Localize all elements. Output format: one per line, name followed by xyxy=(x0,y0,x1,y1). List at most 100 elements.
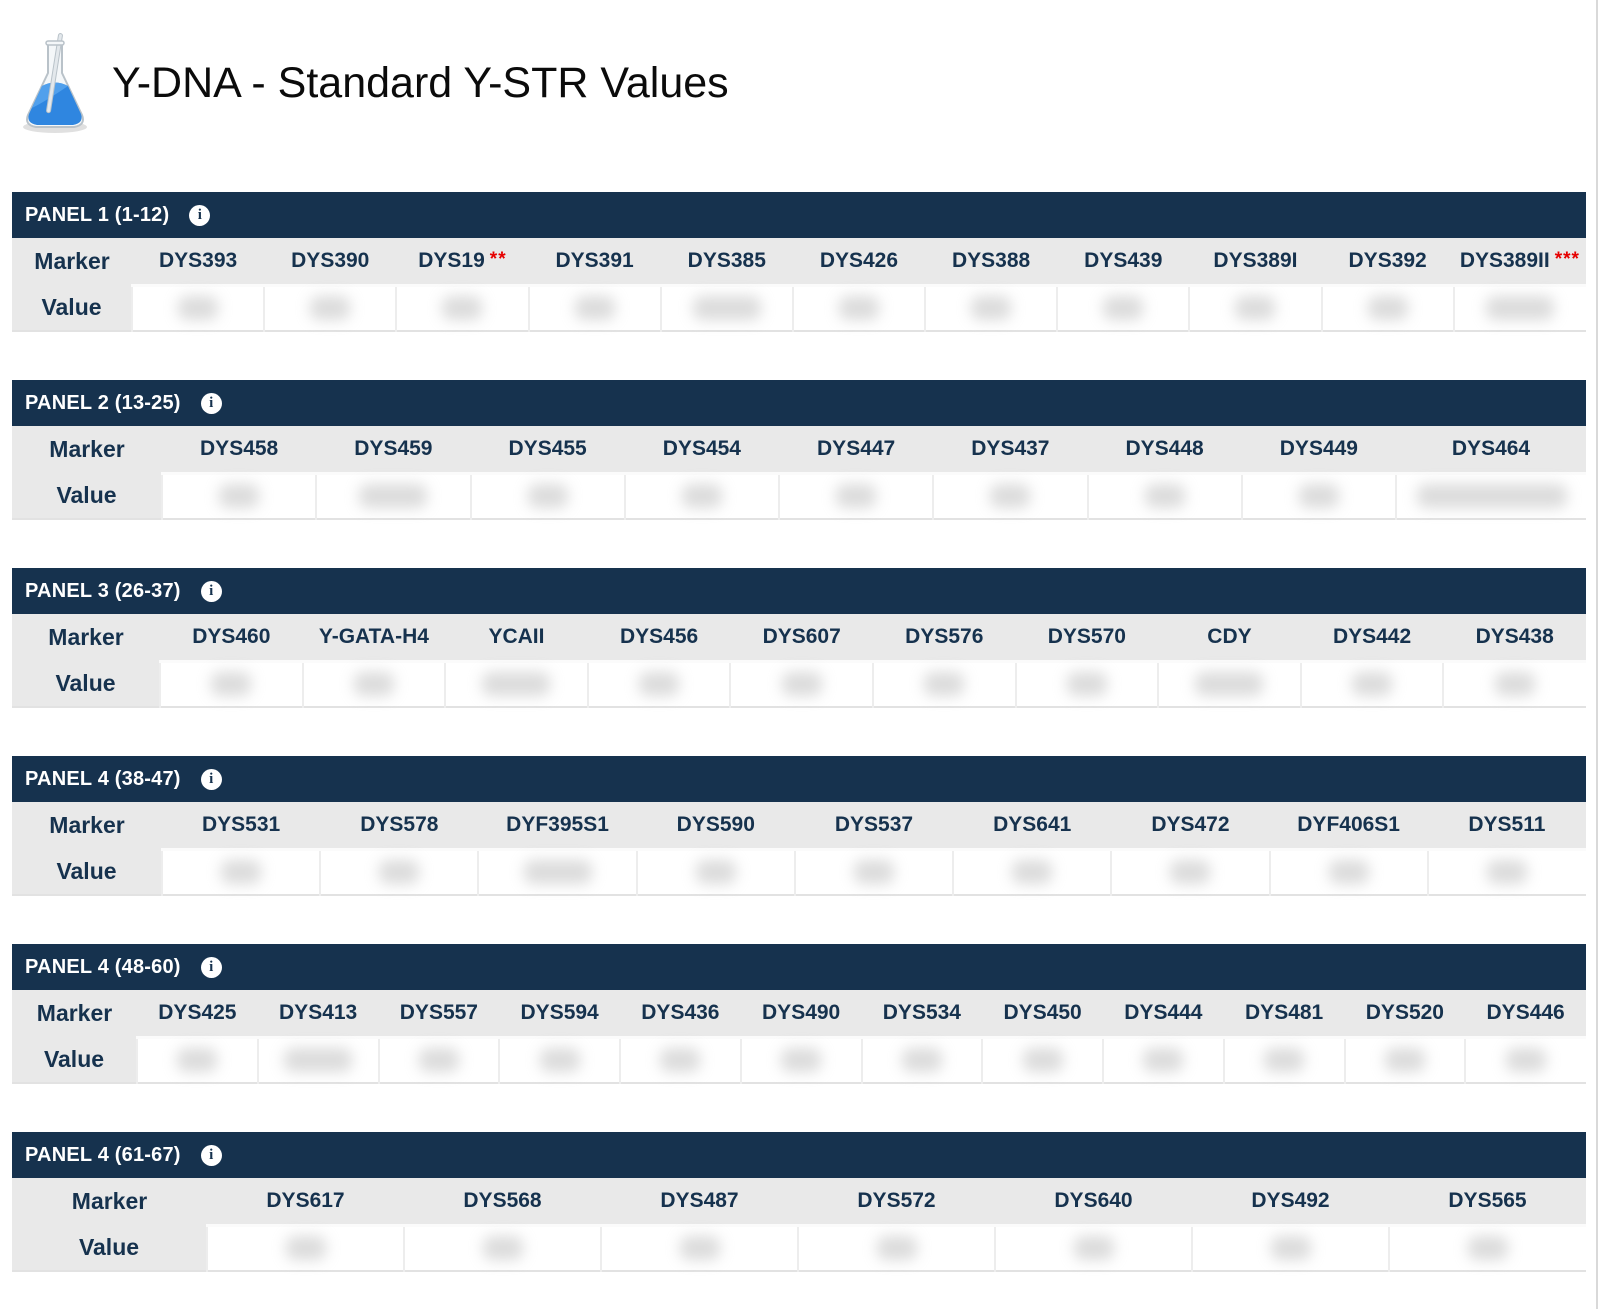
marker-table: Marker DYS393 DYS390 DYS19 ** DYS391 DYS385 DYS… xyxy=(12,238,1586,332)
redacted-value-blur xyxy=(781,1048,822,1073)
redacted-value-blur xyxy=(679,1236,720,1261)
marker-name: DYS568 xyxy=(404,1178,601,1225)
redacted-value-blur xyxy=(971,296,1012,321)
marker-name: DYS487 xyxy=(601,1178,798,1225)
marker-row-label: Marker xyxy=(12,990,137,1037)
marker-name: DYS565 xyxy=(1389,1178,1586,1225)
marker-name: DYS438 xyxy=(1443,614,1586,661)
panel-header: PANEL 3 (26-37) i xyxy=(12,568,1586,614)
marker-value-redacted xyxy=(860,1035,983,1083)
marker-name: DYS590 xyxy=(636,802,795,849)
value-row: Value xyxy=(12,847,1586,895)
marker-value-redacted xyxy=(159,659,303,707)
redacted-value-blur xyxy=(574,296,615,321)
info-icon[interactable]: i xyxy=(189,204,211,226)
marker-table: Marker DYS458 DYS459 DYS455 DYS454 DYS447 DYS4… xyxy=(12,426,1586,520)
marker-value-redacted xyxy=(319,847,479,895)
marker-name: DYS448 xyxy=(1087,426,1242,473)
marker-name: DYS534 xyxy=(861,990,983,1037)
marker-name: DYS413 xyxy=(257,990,379,1037)
marker-name: DYS390 xyxy=(264,238,397,285)
marker-value-redacted xyxy=(1299,659,1444,707)
marker-value-redacted xyxy=(1191,1223,1389,1271)
marker-name: DYS572 xyxy=(798,1178,995,1225)
marker-name: DYS450 xyxy=(982,990,1103,1037)
marker-table: Marker DYS425 DYS413 DYS557 DYS594 DYS436 DYS4… xyxy=(12,990,1586,1084)
redacted-value-blur xyxy=(838,296,879,321)
marker-row: Marker DYS531 DYS578 DYF395S1 DYS590 DYS537 DY… xyxy=(12,802,1586,849)
info-icon[interactable]: i xyxy=(200,768,222,790)
marker-name: DYS426 xyxy=(792,238,926,285)
marker-row: Marker DYS425 DYS413 DYS557 DYS594 DYS436 DYS4… xyxy=(12,990,1586,1037)
marker-value-redacted xyxy=(130,283,265,331)
redacted-value-blur xyxy=(1264,1048,1305,1073)
marker-value-redacted xyxy=(469,471,625,519)
marker-name: DYS447 xyxy=(779,426,934,473)
redacted-value-blur xyxy=(527,484,568,509)
marker-value-redacted xyxy=(777,471,934,519)
info-icon[interactable]: i xyxy=(200,1144,222,1166)
marker-name: DYS492 xyxy=(1192,1178,1389,1225)
marker-value-redacted xyxy=(1102,1035,1224,1083)
redacted-value-blur xyxy=(1073,1236,1114,1261)
marker-value-redacted xyxy=(1110,847,1270,895)
marker-row-label: Marker xyxy=(12,238,132,285)
marker-row-label: Marker xyxy=(12,1178,207,1225)
page-edge-line xyxy=(1596,0,1598,1309)
redacted-value-blur xyxy=(1487,860,1528,885)
page-header: Y-DNA - Standard Y-STR Values xyxy=(0,0,1600,140)
marker-name: DYS449 xyxy=(1241,426,1396,473)
redacted-value-blur xyxy=(178,296,219,321)
redacted-value-blur xyxy=(1495,672,1536,697)
marker-value-redacted xyxy=(1014,659,1159,707)
marker-value-redacted xyxy=(1452,283,1586,331)
marker-value-redacted xyxy=(136,1035,258,1083)
marker-value-redacted xyxy=(315,471,471,519)
marker-name: DYS617 xyxy=(207,1178,404,1225)
redacted-value-blur xyxy=(1195,672,1264,697)
marker-value-redacted xyxy=(619,1035,741,1083)
marker-value-redacted xyxy=(301,659,446,707)
panel-title: PANEL 1 (1-12) xyxy=(25,203,170,226)
redacted-value-blur xyxy=(482,672,551,697)
redacted-value-blur xyxy=(639,672,680,697)
marker-value-redacted xyxy=(586,659,731,707)
marker-name: DYS490 xyxy=(740,990,862,1037)
redacted-value-blur xyxy=(418,1048,459,1073)
redacted-value-blur xyxy=(924,672,965,697)
redacted-value-blur xyxy=(990,484,1031,509)
info-icon[interactable]: i xyxy=(200,392,222,414)
marker-value-redacted xyxy=(206,1223,404,1271)
marker-value-redacted xyxy=(1157,659,1301,707)
value-row-label: Value xyxy=(12,473,162,519)
marker-value-redacted xyxy=(793,847,954,895)
marker-name: DYS640 xyxy=(995,1178,1192,1225)
panel-header: PANEL 4 (48-60) i xyxy=(12,944,1586,990)
redacted-value-blur xyxy=(1103,296,1144,321)
info-icon[interactable]: i xyxy=(200,580,222,602)
redacted-value-blur xyxy=(1144,484,1185,509)
marker-value-redacted xyxy=(1222,1035,1345,1083)
marker-value-redacted xyxy=(444,659,588,707)
marker-value-redacted xyxy=(932,471,1088,519)
marker-value-redacted xyxy=(1268,847,1428,895)
marker-value-redacted xyxy=(1188,283,1322,331)
redacted-value-blur xyxy=(1367,296,1408,321)
marker-name: DYS455 xyxy=(470,426,625,473)
marker-value-redacted xyxy=(797,1223,995,1271)
marker-table: Marker DYS617 DYS568 DYS487 DYS572 DYS640 DYS4… xyxy=(12,1178,1586,1272)
redacted-value-blur xyxy=(901,1048,942,1073)
redacted-value-blur xyxy=(1328,860,1369,885)
marker-value-redacted xyxy=(395,283,529,331)
value-row: Value xyxy=(12,659,1586,707)
info-icon[interactable]: i xyxy=(200,956,222,978)
redacted-value-blur xyxy=(692,296,761,321)
marker-value-redacted xyxy=(952,847,1112,895)
marker-name: CDY xyxy=(1158,614,1301,661)
marker-value-redacted xyxy=(871,659,1016,707)
marker-value-redacted xyxy=(729,659,873,707)
redacted-value-blur xyxy=(1170,860,1211,885)
marker-name: DYS531 xyxy=(162,802,321,849)
marker-value-redacted xyxy=(1395,471,1586,519)
marker-table: Marker DYS531 DYS578 DYF395S1 DYS590 DYS537 DY… xyxy=(12,802,1586,896)
